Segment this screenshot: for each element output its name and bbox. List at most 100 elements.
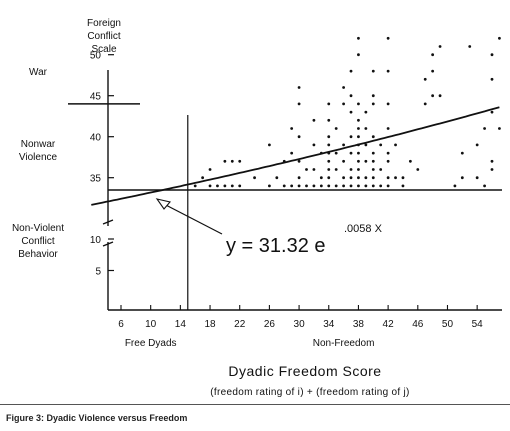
data-point [460, 176, 464, 180]
data-point [349, 135, 353, 139]
data-point [327, 176, 331, 180]
data-point [312, 118, 316, 122]
data-point [490, 168, 494, 171]
fit-curve [91, 106, 500, 206]
x-axis-subtitle: (freedom rating of i) + (freedom rating … [210, 387, 409, 398]
x-tick-label: 38 [353, 319, 365, 330]
data-point [357, 168, 360, 171]
data-point [460, 151, 464, 155]
data-point [475, 176, 479, 180]
data-point [357, 151, 360, 155]
data-point [327, 118, 331, 122]
y-region-label: Nonwar [21, 139, 56, 150]
data-point [312, 168, 316, 171]
y-axis-label: Conflict [87, 31, 121, 42]
data-point [371, 135, 375, 139]
data-point [364, 184, 368, 188]
data-point [268, 184, 271, 188]
data-point [364, 127, 368, 130]
equation-arrow [159, 201, 223, 235]
data-point [490, 77, 494, 81]
data-point [371, 184, 375, 188]
data-point [357, 36, 360, 40]
data-point [290, 184, 294, 188]
data-point [386, 102, 390, 106]
data-point [394, 176, 397, 180]
data-point [312, 184, 316, 188]
scatter-chart: Foreign Conflict Scale 35 40 45 50 5 10 6 10 14 18 22… [12, 18, 502, 398]
x-tick-label: 42 [383, 319, 395, 330]
data-point [379, 143, 383, 147]
data-point [342, 86, 345, 89]
data-point [297, 135, 301, 139]
data-point [498, 127, 501, 130]
data-point [371, 94, 375, 98]
x-tick-label: 30 [294, 319, 306, 330]
caption-divider [0, 404, 510, 405]
x-tick-label: 10 [145, 319, 157, 330]
y-region-label: Violence [19, 152, 58, 163]
x-region-label: Non-Freedom [313, 338, 375, 349]
data-point [327, 143, 331, 147]
x-tick-label: 54 [472, 319, 484, 330]
data-point [275, 176, 279, 180]
y-region-label: Non-Violent [12, 223, 64, 234]
equation-arrowhead [155, 198, 172, 210]
data-point [282, 184, 286, 188]
data-point [357, 184, 360, 188]
data-point [431, 94, 435, 98]
data-point [327, 184, 331, 188]
data-point [312, 143, 316, 147]
data-point [327, 159, 331, 163]
y-axis-label: Foreign [87, 18, 121, 29]
data-point [490, 53, 494, 57]
data-point [193, 184, 197, 188]
data-point [357, 102, 360, 106]
data-point [475, 143, 479, 147]
x-tick-label: 14 [175, 319, 187, 330]
data-point [349, 110, 353, 114]
y-tick-label: 40 [90, 133, 102, 144]
data-point [334, 151, 338, 155]
data-point [379, 184, 383, 188]
data-point [334, 168, 338, 171]
fit-equation-exponent: .0058 X [344, 223, 383, 235]
data-point [386, 69, 390, 73]
data-point [223, 159, 227, 163]
data-point [319, 176, 323, 180]
data-point [386, 176, 390, 180]
y-region-label: Conflict [21, 236, 55, 247]
data-point [342, 184, 345, 188]
data-point [223, 184, 227, 188]
data-point [423, 77, 427, 81]
y-tick-label: 50 [90, 51, 102, 62]
data-point [290, 151, 294, 155]
data-point [438, 45, 442, 48]
y-tick-label: 10 [90, 235, 102, 246]
data-point [342, 176, 345, 180]
data-point [371, 151, 375, 155]
data-point [357, 53, 360, 57]
x-region-label: Free Dyads [125, 338, 177, 349]
data-point [364, 159, 368, 163]
data-point [268, 143, 271, 147]
y-region-label: Behavior [18, 249, 58, 260]
data-point [371, 102, 375, 106]
data-point [342, 159, 345, 163]
data-point [401, 176, 405, 180]
data-point [297, 184, 301, 188]
data-point [334, 127, 338, 130]
x-axis-title: Dyadic Freedom Score [228, 363, 381, 379]
data-point [208, 184, 212, 188]
data-point [453, 184, 457, 188]
data-point [357, 159, 360, 163]
data-point [401, 184, 405, 188]
data-point [364, 110, 368, 114]
x-tick-label: 22 [234, 319, 246, 330]
data-point [371, 69, 375, 73]
data-point [297, 102, 301, 106]
axis-break-mark [102, 219, 114, 225]
data-point [394, 143, 397, 147]
figure-caption: Figure 3: Dyadic Violence versus Freedom [6, 413, 188, 423]
